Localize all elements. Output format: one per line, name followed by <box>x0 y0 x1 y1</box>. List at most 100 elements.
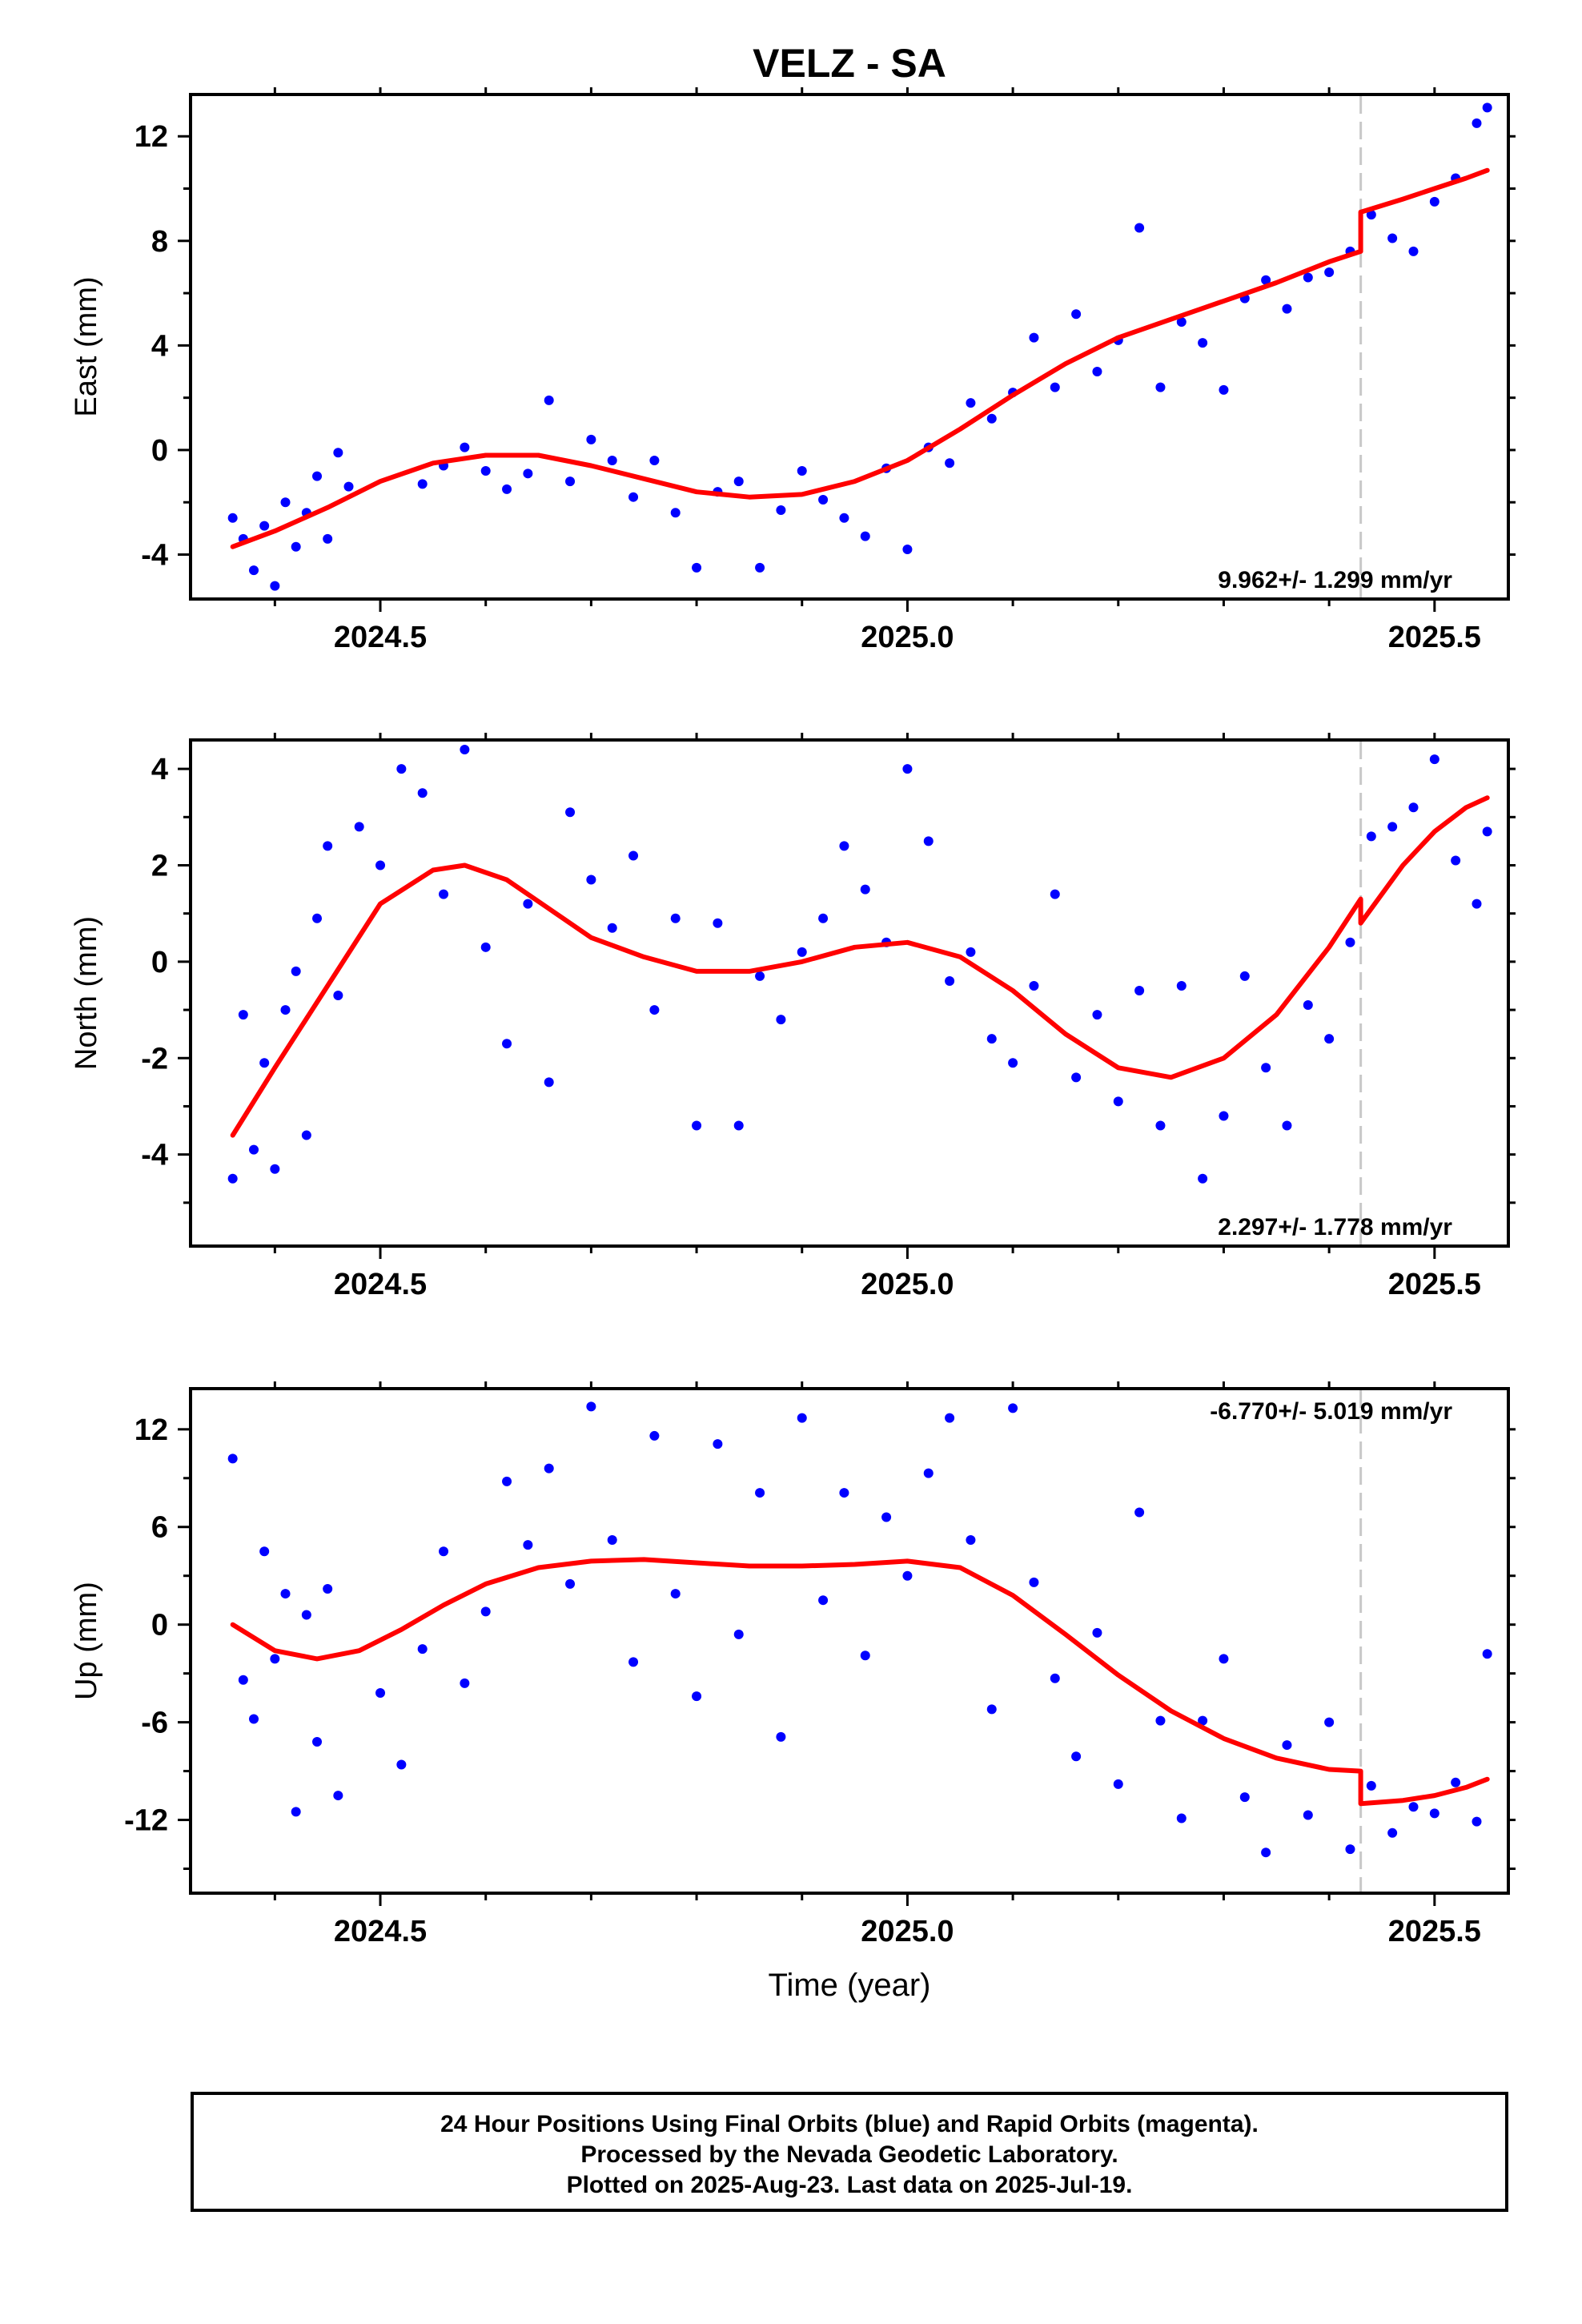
data-point <box>649 1005 660 1015</box>
data-point <box>460 1678 470 1688</box>
data-point <box>301 1130 311 1140</box>
y-tick-label: 12 <box>135 1413 168 1447</box>
data-point <box>1029 332 1039 343</box>
data-point <box>1429 754 1439 765</box>
data-point <box>1282 1120 1292 1131</box>
data-point <box>1008 1058 1018 1068</box>
data-point <box>1176 316 1186 327</box>
plot-frame <box>189 738 1510 1248</box>
data-point <box>439 889 449 899</box>
data-point <box>1408 246 1419 256</box>
data-point <box>1366 210 1376 220</box>
y-tick-label: -4 <box>141 539 168 573</box>
data-point <box>396 764 407 774</box>
data-point <box>1113 1779 1123 1789</box>
y-tick-label: 4 <box>151 753 168 786</box>
y-axis-label: East (mm) <box>70 276 103 416</box>
data-point <box>460 442 470 452</box>
data-point <box>945 975 955 986</box>
data-point <box>692 1691 702 1702</box>
y-tick-label: 6 <box>151 1511 168 1545</box>
y-tick-label: 0 <box>151 1609 168 1642</box>
data-point <box>1239 971 1250 981</box>
data-point <box>354 822 364 832</box>
data-point <box>249 1714 259 1724</box>
panel-2: 2024.5 2025.0 2025.5 4 2 0 -2 -4 North (mm) 2.297… <box>70 733 1516 1301</box>
data-point <box>1261 275 1271 285</box>
data-point <box>249 565 259 576</box>
data-point <box>565 807 576 818</box>
data-point <box>523 468 533 479</box>
data-point <box>607 1535 617 1545</box>
x-tick-label: 2025.5 <box>1388 1915 1481 1948</box>
velocity-rate-label: -6.770+/- 5.019 mm/yr <box>1210 1398 1452 1425</box>
data-point <box>1451 855 1461 866</box>
data-point <box>986 1704 997 1715</box>
x-tick-label: 2024.5 <box>334 621 427 654</box>
data-point <box>1472 1816 1482 1827</box>
data-point <box>1408 1802 1419 1812</box>
data-point <box>333 1791 343 1801</box>
data-point <box>1071 1072 1082 1083</box>
data-point <box>733 1629 744 1639</box>
data-point <box>227 1454 238 1464</box>
y-tick-label: -4 <box>141 1139 168 1172</box>
data-point <box>881 1512 892 1522</box>
y-tick-label: -2 <box>141 1042 168 1076</box>
data-point <box>902 764 913 774</box>
data-point <box>1198 338 1208 348</box>
data-point <box>692 562 702 573</box>
x-tick-label: 2024.5 <box>334 1268 427 1301</box>
data-point <box>259 1058 270 1068</box>
data-point <box>628 492 639 502</box>
data-point <box>1134 223 1145 233</box>
data-point <box>818 1595 829 1606</box>
data-point <box>1303 1810 1313 1820</box>
data-point <box>312 1737 323 1747</box>
data-point <box>1176 1813 1186 1823</box>
x-tick-label: 2024.5 <box>334 1915 427 1948</box>
data-point <box>544 1077 554 1088</box>
data-point <box>649 1430 660 1441</box>
data-point <box>1482 103 1492 113</box>
data-point <box>1176 980 1186 991</box>
data-point <box>1239 1792 1250 1803</box>
data-point <box>480 942 491 952</box>
data-point <box>1155 382 1166 392</box>
x-tick-label: 2025.0 <box>861 1915 954 1948</box>
data-point <box>1134 1507 1145 1518</box>
data-point <box>480 1606 491 1617</box>
data-point <box>502 484 512 494</box>
data-point <box>966 398 976 408</box>
velocity-rate-label: 2.297+/- 1.778 mm/yr <box>1218 1214 1452 1240</box>
data-point <box>797 1413 807 1423</box>
data-point <box>776 1731 786 1742</box>
y-tick-label: -12 <box>124 1804 168 1838</box>
data-point <box>1092 1627 1102 1638</box>
data-point <box>1219 1111 1229 1121</box>
data-point <box>1408 802 1419 813</box>
data-point <box>312 913 323 923</box>
data-point <box>1113 1096 1123 1107</box>
data-point <box>523 1540 533 1550</box>
x-axis-label: Time (year) <box>769 1968 931 2003</box>
data-point <box>586 1401 596 1412</box>
data-point <box>1092 1010 1102 1020</box>
data-point <box>502 1476 512 1486</box>
data-point <box>628 1657 639 1667</box>
data-point <box>776 1015 786 1025</box>
data-point <box>523 899 533 909</box>
plot-frame <box>189 93 1510 601</box>
data-point <box>733 476 744 487</box>
data-point <box>797 947 807 957</box>
data-point <box>818 494 829 505</box>
y-axis-label: Up (mm) <box>70 1582 103 1700</box>
data-point <box>1050 889 1060 899</box>
footer-note: 24 Hour Positions Using Final Orbits (bl… <box>191 2092 1508 2212</box>
data-point <box>291 966 301 976</box>
data-point <box>776 505 786 516</box>
data-point <box>1008 1403 1018 1413</box>
data-point <box>1324 267 1335 277</box>
data-point <box>291 541 301 552</box>
